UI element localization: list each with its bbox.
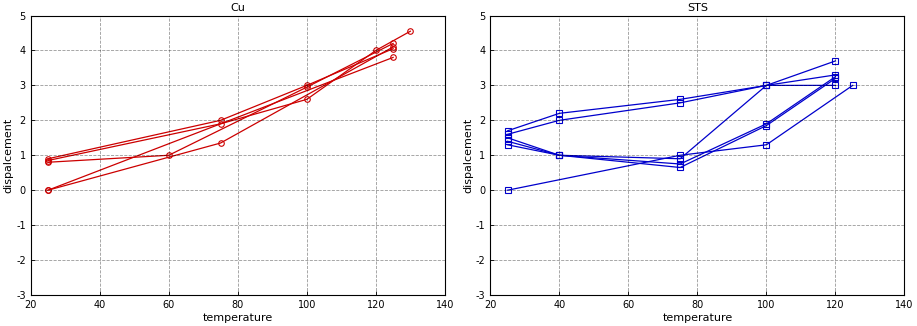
Title: STS: STS bbox=[687, 3, 708, 13]
Y-axis label: dispalcement: dispalcement bbox=[463, 118, 473, 193]
X-axis label: temperature: temperature bbox=[662, 313, 733, 323]
Title: Cu: Cu bbox=[230, 3, 245, 13]
Y-axis label: dispalcement: dispalcement bbox=[4, 118, 14, 193]
X-axis label: temperature: temperature bbox=[203, 313, 273, 323]
